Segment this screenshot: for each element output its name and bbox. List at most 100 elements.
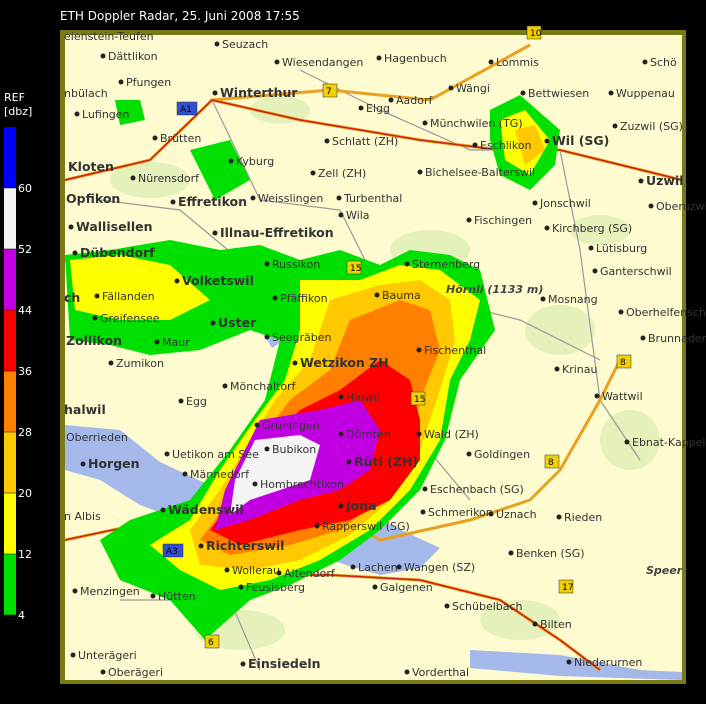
- town-dot: [638, 178, 644, 184]
- place-label: Menzingen: [80, 585, 140, 598]
- town-dot: [488, 59, 494, 65]
- city-label: Uzwil: [646, 173, 684, 188]
- town-dot: [372, 584, 378, 590]
- place-label: Unterägeri: [78, 649, 137, 662]
- town-dot: [520, 90, 526, 96]
- town-dot: [544, 138, 550, 144]
- town-dot: [532, 621, 538, 627]
- place-label: Oberhelfenschwil: [626, 306, 706, 319]
- place-label: Wängi: [456, 82, 490, 95]
- town-dot: [466, 451, 472, 457]
- legend-swatch: [4, 127, 16, 188]
- city-label: Wil (SG): [552, 133, 609, 148]
- town-dot: [310, 170, 316, 176]
- place-label: n Albis: [64, 510, 101, 523]
- city-label: Kloten: [68, 159, 114, 174]
- place-label: Brütten: [160, 132, 201, 145]
- town-dot: [358, 105, 364, 111]
- city-label: Einsiedeln: [248, 656, 321, 671]
- town-dot: [420, 509, 426, 515]
- town-dot: [554, 366, 560, 372]
- town-dot: [544, 225, 550, 231]
- town-dot: [240, 661, 246, 667]
- town-dot: [94, 293, 100, 299]
- place-label: Weisslingen: [258, 192, 323, 205]
- road-sign-label: 15: [350, 264, 361, 274]
- legend-unit: [dbz]: [4, 105, 32, 118]
- city-label: Effretikon: [178, 194, 247, 209]
- road-sign: [346, 260, 362, 275]
- town-dot: [338, 431, 344, 437]
- town-dot: [264, 334, 270, 340]
- road-sign: [204, 634, 220, 649]
- town-dot: [198, 543, 204, 549]
- place-label: Benken (SG): [516, 547, 585, 560]
- legend-swatch: [4, 249, 16, 310]
- place-label: Hütten: [158, 590, 196, 603]
- place-label: Schlatt (ZH): [332, 135, 398, 148]
- town-dot: [642, 59, 648, 65]
- town-dot: [556, 514, 562, 520]
- town-dot: [448, 85, 454, 91]
- road-sign: [558, 579, 574, 594]
- place-label: Hagenbuch: [384, 52, 447, 65]
- place-label: Kirchberg (SG): [552, 222, 632, 235]
- town-dot: [160, 507, 166, 513]
- town-dot: [276, 570, 282, 576]
- city-label: Rüti (ZH): [354, 454, 418, 469]
- town-dot: [648, 203, 654, 209]
- town-dot: [314, 523, 320, 529]
- town-dot: [250, 195, 256, 201]
- town-dot: [338, 503, 344, 509]
- legend-tick-label: 12: [18, 548, 32, 561]
- place-label: Zuzwil (SG): [620, 120, 683, 133]
- place-label: Wila: [346, 209, 370, 222]
- place-label: Russikon: [272, 258, 320, 271]
- town-dot: [274, 59, 280, 65]
- town-dot: [92, 315, 98, 321]
- place-label: Oberuzwil: [656, 200, 706, 213]
- town-dot: [272, 295, 278, 301]
- city-label: Uster: [218, 315, 257, 330]
- town-dot: [416, 347, 422, 353]
- place-label: nbülach: [64, 87, 108, 100]
- place-label: Ganterschwil: [600, 265, 672, 278]
- town-dot: [388, 97, 394, 103]
- legend-swatch: [4, 188, 16, 249]
- town-dot: [588, 245, 594, 251]
- city-label: halwil: [64, 402, 106, 417]
- place-label: Wollerau: [232, 564, 280, 577]
- place-label: Oberägeri: [108, 666, 163, 679]
- place-label: Grüningen: [262, 419, 320, 432]
- place-label: Wangen (SZ): [404, 561, 475, 574]
- place-label: Kyburg: [236, 155, 274, 168]
- map: Winterthur Wil (SG) Kloten Uzwil Opfikon Effr…: [64, 25, 706, 680]
- legend-swatch: [4, 371, 16, 432]
- title: ETH Doppler Radar, 25. Juni 2008 17:55: [60, 9, 300, 23]
- town-dot: [608, 90, 614, 96]
- town-dot: [640, 335, 646, 341]
- place-label: Niederurnen: [574, 656, 642, 669]
- place-label: Wald (ZH): [424, 428, 479, 441]
- place-label: Aadorf: [396, 94, 434, 107]
- town-dot: [336, 195, 342, 201]
- town-dot: [338, 394, 344, 400]
- town-dot: [396, 564, 402, 570]
- place-label: Dättlikon: [108, 50, 158, 63]
- town-dot: [238, 584, 244, 590]
- town-dot: [130, 175, 136, 181]
- town-dot: [612, 123, 618, 129]
- place-label: Eschenbach (SG): [430, 483, 524, 496]
- place-label: Ebnat-Kappel: [632, 436, 705, 449]
- town-dot: [422, 120, 428, 126]
- city-label: Volketswil: [182, 273, 254, 288]
- place-label: Schübelbach: [452, 600, 523, 613]
- town-dot: [222, 383, 228, 389]
- place-label: Altendorf: [284, 567, 336, 580]
- legend-swatch: [4, 310, 16, 371]
- place-label: Oberrieden: [66, 431, 128, 444]
- city-label: ch: [64, 290, 80, 305]
- place-label: Galgenen: [380, 581, 433, 594]
- place-label: Mosnang: [548, 293, 598, 306]
